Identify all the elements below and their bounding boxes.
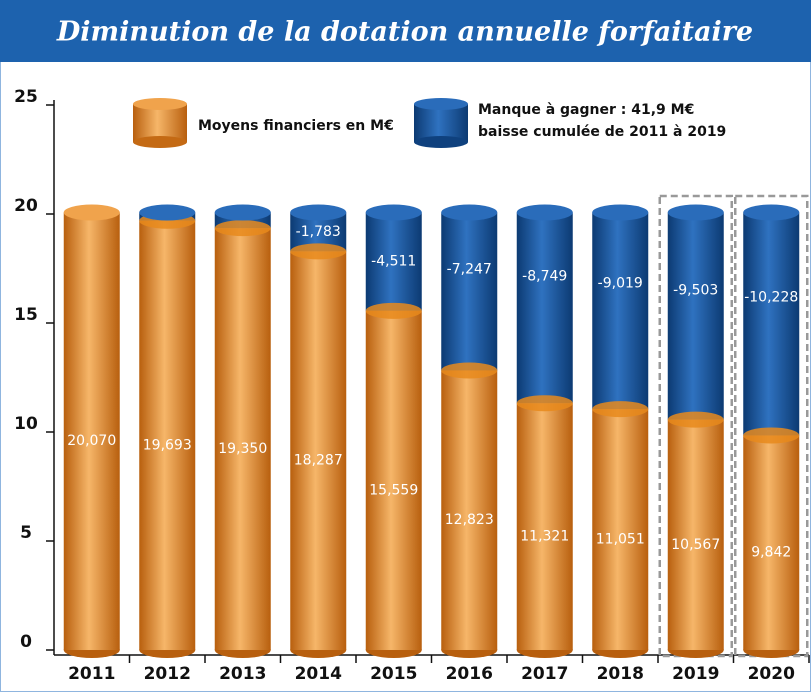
bar-cap <box>441 204 498 221</box>
value-label: 18,287 <box>294 453 343 469</box>
bar <box>441 212 498 371</box>
value-label: -4,511 <box>371 254 416 270</box>
bar <box>214 228 271 651</box>
bar <box>592 409 649 650</box>
legend-label: Manque à gagner : 41,9 M€ <box>478 102 694 118</box>
bar-cap <box>63 204 120 221</box>
legend-swatch-cap <box>414 136 468 148</box>
y-tick-label: 15 <box>14 305 38 325</box>
value-label: -0,377 <box>145 184 190 200</box>
bar-cap <box>139 204 196 221</box>
bar-joint <box>214 220 271 237</box>
title-banner <box>0 0 811 62</box>
bar-joint <box>516 395 573 412</box>
bar <box>441 370 498 650</box>
bar-cap <box>592 204 649 221</box>
value-label: -1,783 <box>296 224 341 240</box>
legend-swatch <box>414 104 468 142</box>
bar <box>667 212 724 420</box>
value-label: 20,070 <box>67 433 116 449</box>
value-label: -9,019 <box>598 275 643 291</box>
value-label: 19,350 <box>218 441 267 457</box>
value-label: 9,842 <box>751 545 791 561</box>
bar <box>592 212 649 410</box>
y-tick-label: 0 <box>20 632 32 652</box>
x-tick-label: 2016 <box>446 664 493 684</box>
y-tick-label: 10 <box>14 414 38 434</box>
bar <box>667 419 724 650</box>
bar <box>743 435 800 650</box>
value-label: 19,693 <box>143 437 192 453</box>
legend-swatch-cap <box>133 98 187 110</box>
legend-swatch-cap <box>133 136 187 148</box>
x-tick-label: 2011 <box>68 664 115 684</box>
bar <box>365 310 422 650</box>
y-tick-label: 5 <box>20 523 32 543</box>
legend: Moyens financiers en M€ Manque à gagner … <box>133 98 726 148</box>
bar-cap <box>743 204 800 221</box>
x-tick-label: 2013 <box>219 664 266 684</box>
bar <box>365 212 422 311</box>
bar-cap <box>365 204 422 221</box>
x-tick-label: 2015 <box>370 664 417 684</box>
value-label: -10,228 <box>744 289 798 305</box>
legend-swatch <box>133 104 187 142</box>
y-tick-label: 25 <box>14 87 38 107</box>
legend-note: baisse cumulée de 2011 à 2019 <box>478 124 726 140</box>
value-label: -7,247 <box>447 261 492 277</box>
y-tick-label: 20 <box>14 196 38 216</box>
value-label: -9,503 <box>673 282 718 298</box>
bar-cap <box>667 204 724 221</box>
bar <box>743 212 800 436</box>
bar <box>139 220 196 650</box>
legend-label: Moyens financiers en M€ <box>198 118 394 134</box>
bar <box>290 251 347 651</box>
bar <box>516 403 573 650</box>
bar-cap <box>290 204 347 221</box>
bar <box>63 212 120 650</box>
value-label: 15,559 <box>369 482 418 498</box>
bar <box>516 212 573 404</box>
value-label: 12,823 <box>445 512 494 528</box>
bar-cap <box>516 204 573 221</box>
legend-swatch-cap <box>414 98 468 110</box>
value-label: 11,321 <box>520 529 569 545</box>
bar-joint <box>290 243 347 260</box>
x-tick-label: 2020 <box>748 664 795 684</box>
x-tick-label: 2018 <box>597 664 644 684</box>
bar-joint <box>743 427 800 444</box>
x-tick-label: 2019 <box>672 664 719 684</box>
bar-joint <box>441 362 498 379</box>
value-label: 10,567 <box>671 537 720 553</box>
bar-joint <box>592 401 649 418</box>
value-label: -0,720 <box>220 184 265 200</box>
x-tick-label: 2017 <box>521 664 568 684</box>
bar-joint <box>365 302 422 319</box>
x-tick-label: 2014 <box>295 664 342 684</box>
chart-title: Diminution de la dotation annuelle forfa… <box>56 17 753 48</box>
bar-cap <box>214 204 271 221</box>
value-label: -8,749 <box>522 268 567 284</box>
bar-joint <box>667 411 724 428</box>
x-tick-label: 2012 <box>144 664 191 684</box>
value-label: 11,051 <box>596 532 645 548</box>
